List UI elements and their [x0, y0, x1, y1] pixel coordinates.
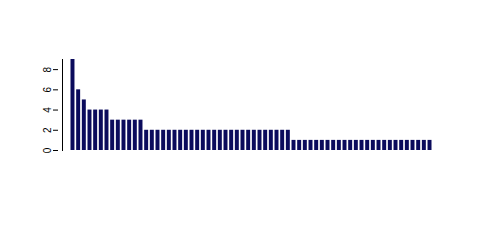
svg-text:8: 8 [42, 66, 53, 72]
svg-text:2: 2 [42, 127, 53, 133]
svg-text:4: 4 [42, 107, 53, 113]
svg-text:6: 6 [42, 87, 53, 93]
svg-text:0: 0 [42, 147, 53, 153]
